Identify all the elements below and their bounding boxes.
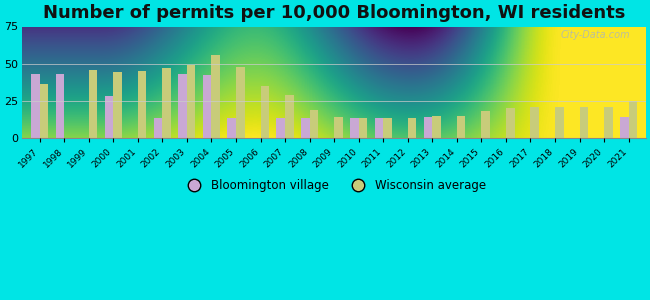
Bar [334,117,343,138]
Bar [301,118,309,138]
Bar [236,67,244,138]
Bar [432,116,441,138]
Legend: Bloomington village, Wisconsin average: Bloomington village, Wisconsin average [177,174,491,197]
Bar [138,71,146,138]
Bar [261,86,269,138]
Bar [580,106,588,138]
Bar [408,118,417,138]
Bar [620,117,629,138]
Bar [40,84,48,138]
Bar [629,101,637,138]
Bar [384,118,392,138]
Bar [154,118,162,138]
Bar [506,108,515,138]
Bar [203,76,211,138]
Bar [555,106,564,138]
Bar [113,73,122,138]
Bar [424,117,432,138]
Bar [457,116,465,138]
Bar [31,74,40,138]
Bar [178,74,187,138]
Bar [105,96,113,138]
Text: City-Data.com: City-Data.com [560,30,630,40]
Bar [56,74,64,138]
Bar [604,106,613,138]
Bar [285,95,294,138]
Bar [350,118,359,138]
Bar [88,70,98,138]
Title: Number of permits per 10,000 Bloomington, WI residents: Number of permits per 10,000 Bloomington… [43,4,625,22]
Bar [359,118,367,138]
Bar [276,118,285,138]
Bar [227,118,236,138]
Bar [530,106,539,138]
Bar [187,65,196,138]
Bar [482,111,490,138]
Bar [309,110,318,138]
Bar [162,68,171,138]
Bar [211,55,220,138]
Bar [374,118,384,138]
